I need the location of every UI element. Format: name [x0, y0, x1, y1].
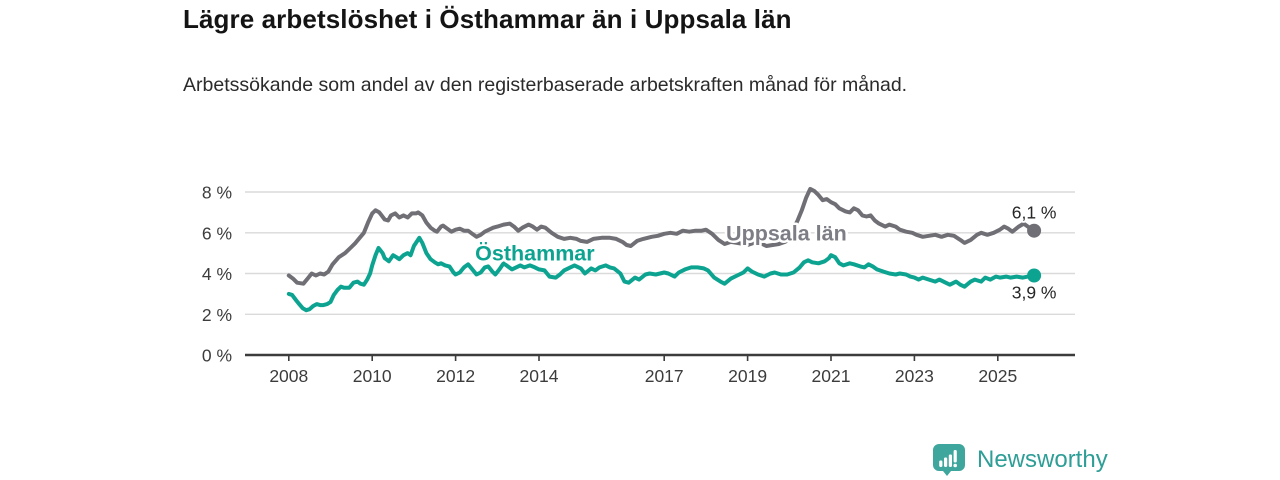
x-tick-label: 2025	[978, 366, 1017, 386]
end-value-label-uppsala-lan: 6,1 %	[1012, 203, 1057, 223]
x-tick-label: 2023	[895, 366, 934, 386]
series-label-uppsala-lan: Uppsala län	[726, 221, 847, 245]
bar-chart-speech-bubble-icon	[933, 444, 965, 476]
newsworthy-wordmark: Newsworthy	[977, 446, 1108, 473]
y-tick-label: 6 %	[202, 223, 232, 243]
end-value-label-osthammar: 3,9 %	[1012, 283, 1057, 303]
x-tick-label: 2010	[353, 366, 392, 386]
y-tick-label: 2 %	[202, 305, 232, 325]
y-tick-label: 4 %	[202, 264, 232, 284]
x-tick-label: 2012	[436, 366, 475, 386]
y-tick-label: 8 %	[202, 183, 232, 203]
x-tick-label: 2008	[269, 366, 308, 386]
newsworthy-logo: Newsworthy	[932, 443, 1108, 477]
x-tick-label: 2017	[645, 366, 684, 386]
series-end-dot-osthammar	[1027, 268, 1042, 283]
x-tick-label: 2019	[728, 366, 767, 386]
chart-subtitle: Arbetssökande som andel av den registerb…	[183, 74, 908, 96]
series-label-osthammar: Östhammar	[475, 241, 595, 266]
x-tick-label: 2014	[520, 366, 559, 386]
series-line-uppsala-lan	[286, 186, 1037, 286]
chart-title: Lägre arbetslöshet i Östhammar än i Upps…	[183, 4, 792, 34]
series-end-dot-uppsala-lan	[1027, 223, 1042, 238]
x-tick-label: 2021	[812, 366, 851, 386]
y-tick-label: 0 %	[202, 346, 232, 366]
series-line-osthammar	[286, 235, 1037, 313]
